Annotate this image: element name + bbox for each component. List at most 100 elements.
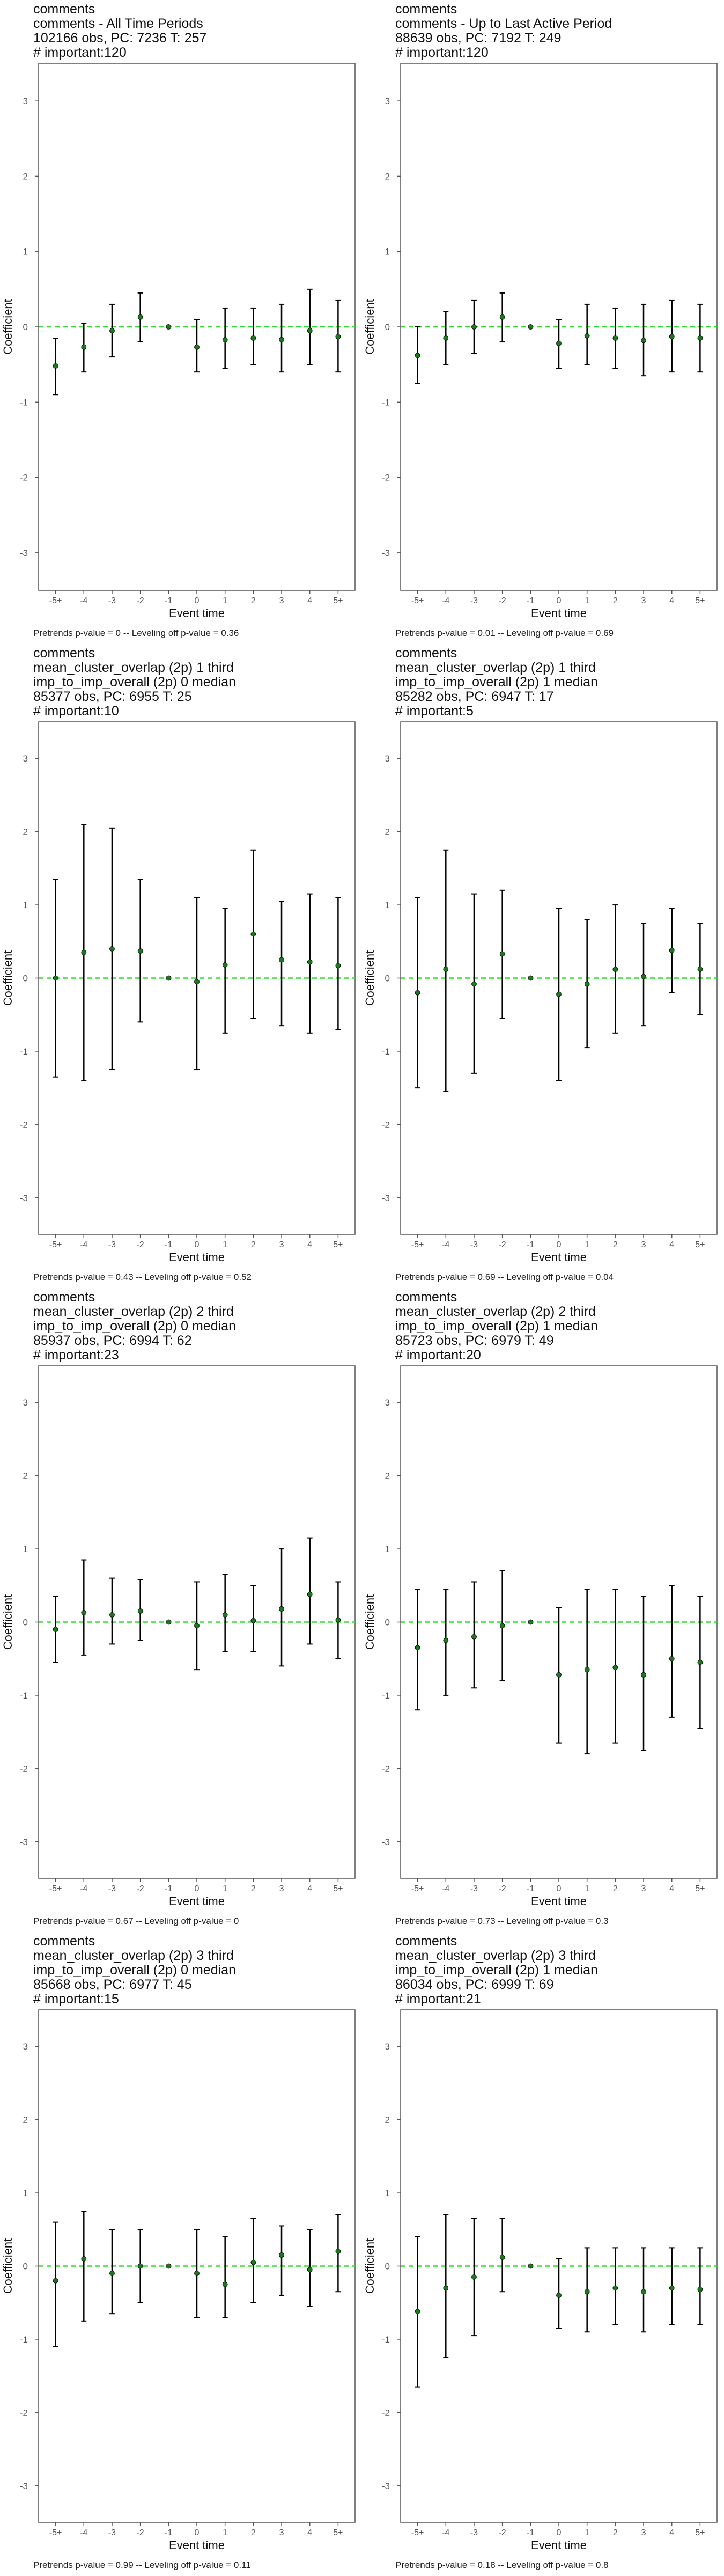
x-tick-label: 5+ [695, 596, 705, 605]
y-tick-label: 1 [385, 900, 390, 910]
coefficient-point [279, 957, 284, 963]
x-tick-label: -5+ [411, 2528, 424, 2537]
y-tick-label: 0 [23, 322, 28, 332]
y-tick-label: -3 [382, 1193, 390, 1203]
x-tick-label: 1 [585, 1884, 589, 1893]
y-tick-label: 2 [385, 827, 390, 837]
x-tick-label: 5+ [695, 1240, 705, 1249]
x-tick-label: -2 [137, 2528, 144, 2537]
y-axis-label: Coefficient [363, 950, 376, 1006]
coefficient-point [528, 1619, 534, 1625]
coefficient-point [415, 353, 420, 358]
y-tick-label: -3 [20, 548, 28, 558]
x-tick-label: -3 [470, 1240, 478, 1249]
coefficient-point [335, 334, 341, 340]
y-tick-label: 1 [385, 247, 390, 257]
coefficient-point [250, 1618, 256, 1623]
chart-svg: -3 -2 -1 0 1 2 3 -5+ -4 -3 -2 -1 0 1 2 3 4 5+ Coefficient E… [1, 2009, 356, 2552]
y-axis-label: Coefficient [1, 950, 14, 1006]
coefficient-point [335, 963, 341, 969]
coefficient-point [166, 2263, 172, 2269]
x-axis-label: Event time [169, 606, 225, 620]
coefficient-point [415, 990, 420, 996]
chart-title-line: mean_cluster_overlap (2p) 1 third [395, 660, 596, 675]
coefficient-point [137, 2263, 143, 2269]
y-tick-label: 2 [23, 827, 28, 837]
x-tick-label: 5+ [333, 2528, 343, 2537]
x-tick-label: -5+ [49, 596, 62, 605]
chart-title-line: imp_to_imp_overall (2p) 1 median [395, 1963, 598, 1978]
x-tick-label: 0 [195, 2528, 200, 2537]
chart-panel: comments mean_cluster_overlap (2p) 3 thir… [362, 1932, 724, 2576]
x-tick-label: 2 [251, 596, 256, 605]
chart-panel: comments mean_cluster_overlap (2p) 2 thir… [0, 1288, 362, 1932]
x-tick-label: -4 [442, 1884, 449, 1893]
x-tick-label: 3 [641, 2528, 646, 2537]
coefficient-point [443, 967, 449, 972]
chart-title-line: mean_cluster_overlap (2p) 3 third [33, 1948, 234, 1963]
coefficient-point [194, 1623, 200, 1629]
y-tick-label: -1 [20, 1690, 28, 1701]
coefficient-point [137, 314, 143, 320]
coefficient-point [137, 948, 143, 954]
chart-title-line: comments [395, 646, 457, 661]
coefficient-point [669, 947, 675, 953]
chart-title-line: 86034 obs, PC: 6999 T: 69 [395, 1977, 554, 1992]
coefficient-point [307, 1591, 313, 1597]
x-tick-label: 0 [557, 1884, 562, 1893]
coefficient-point [443, 2285, 449, 2291]
y-tick-label: -1 [382, 1046, 390, 1057]
coefficient-point [307, 959, 313, 965]
y-axis-label: Coefficient [1, 1594, 14, 1650]
coefficient-point [528, 2263, 534, 2269]
pvalue-footer: Pretrends p-value = 0.99 -- Leveling off… [33, 2560, 251, 2570]
x-tick-label: -2 [499, 596, 506, 605]
x-tick-label: 4 [669, 2528, 674, 2537]
pvalue-footer: Pretrends p-value = 0.01 -- Leveling off… [395, 628, 614, 638]
chart-panel: comments mean_cluster_overlap (2p) 3 thir… [0, 1932, 362, 2576]
x-tick-label: 3 [279, 1240, 284, 1249]
y-tick-label: 0 [23, 1618, 28, 1628]
x-tick-label: 4 [669, 1240, 674, 1249]
x-tick-label: 3 [641, 1240, 646, 1249]
pvalue-footer: Pretrends p-value = 0.18 -- Leveling off… [395, 2560, 609, 2570]
y-tick-label: -1 [382, 2334, 390, 2345]
y-tick-label: -1 [382, 397, 390, 407]
coefficient-point [641, 338, 646, 343]
x-tick-label: 1 [223, 1240, 227, 1249]
x-tick-label: 2 [251, 1240, 256, 1249]
chart-title-line: # important:120 [33, 45, 127, 60]
chart-title-line: comments - Up to Last Active Period [395, 16, 612, 31]
x-tick-label: -4 [442, 2528, 449, 2537]
coefficient-point [109, 328, 115, 333]
coefficient-point [641, 1672, 646, 1678]
coefficient-point [81, 344, 87, 350]
x-tick-label: -1 [165, 1884, 172, 1893]
x-tick-label: 2 [613, 2528, 618, 2537]
chart-title-line: 85937 obs, PC: 6994 T: 62 [33, 1333, 192, 1348]
y-tick-label: 3 [23, 96, 28, 106]
x-tick-label: -5+ [411, 1240, 424, 1249]
coefficient-point [194, 979, 200, 985]
x-tick-label: -1 [527, 1240, 534, 1249]
y-tick-label: 1 [23, 900, 28, 910]
coefficient-point [194, 2271, 200, 2277]
x-axis-label: Event time [531, 1250, 587, 1264]
y-tick-label: 1 [23, 1544, 28, 1554]
chart-title-line: mean_cluster_overlap (2p) 2 third [395, 1304, 596, 1319]
x-tick-label: 2 [251, 1884, 256, 1893]
coefficient-point [109, 1612, 115, 1618]
x-tick-label: -3 [470, 2528, 478, 2537]
coefficient-point [166, 1619, 172, 1625]
chart-panel: comments mean_cluster_overlap (2p) 1 thir… [362, 644, 724, 1288]
x-tick-label: -3 [108, 596, 116, 605]
x-tick-label: 2 [251, 2528, 256, 2537]
x-tick-label: 3 [279, 596, 284, 605]
coefficient-point [612, 335, 618, 341]
coefficient-point [697, 967, 703, 972]
x-axis-label: Event time [169, 2538, 225, 2552]
x-tick-label: -5+ [49, 1884, 62, 1893]
chart-svg: -3 -2 -1 0 1 2 3 -5+ -4 -3 -2 -1 0 1 2 3 4 5+ Coefficient E… [1, 1365, 356, 1908]
coefficient-point [81, 1609, 87, 1615]
chart-title-line: 85282 obs, PC: 6947 T: 17 [395, 689, 554, 704]
